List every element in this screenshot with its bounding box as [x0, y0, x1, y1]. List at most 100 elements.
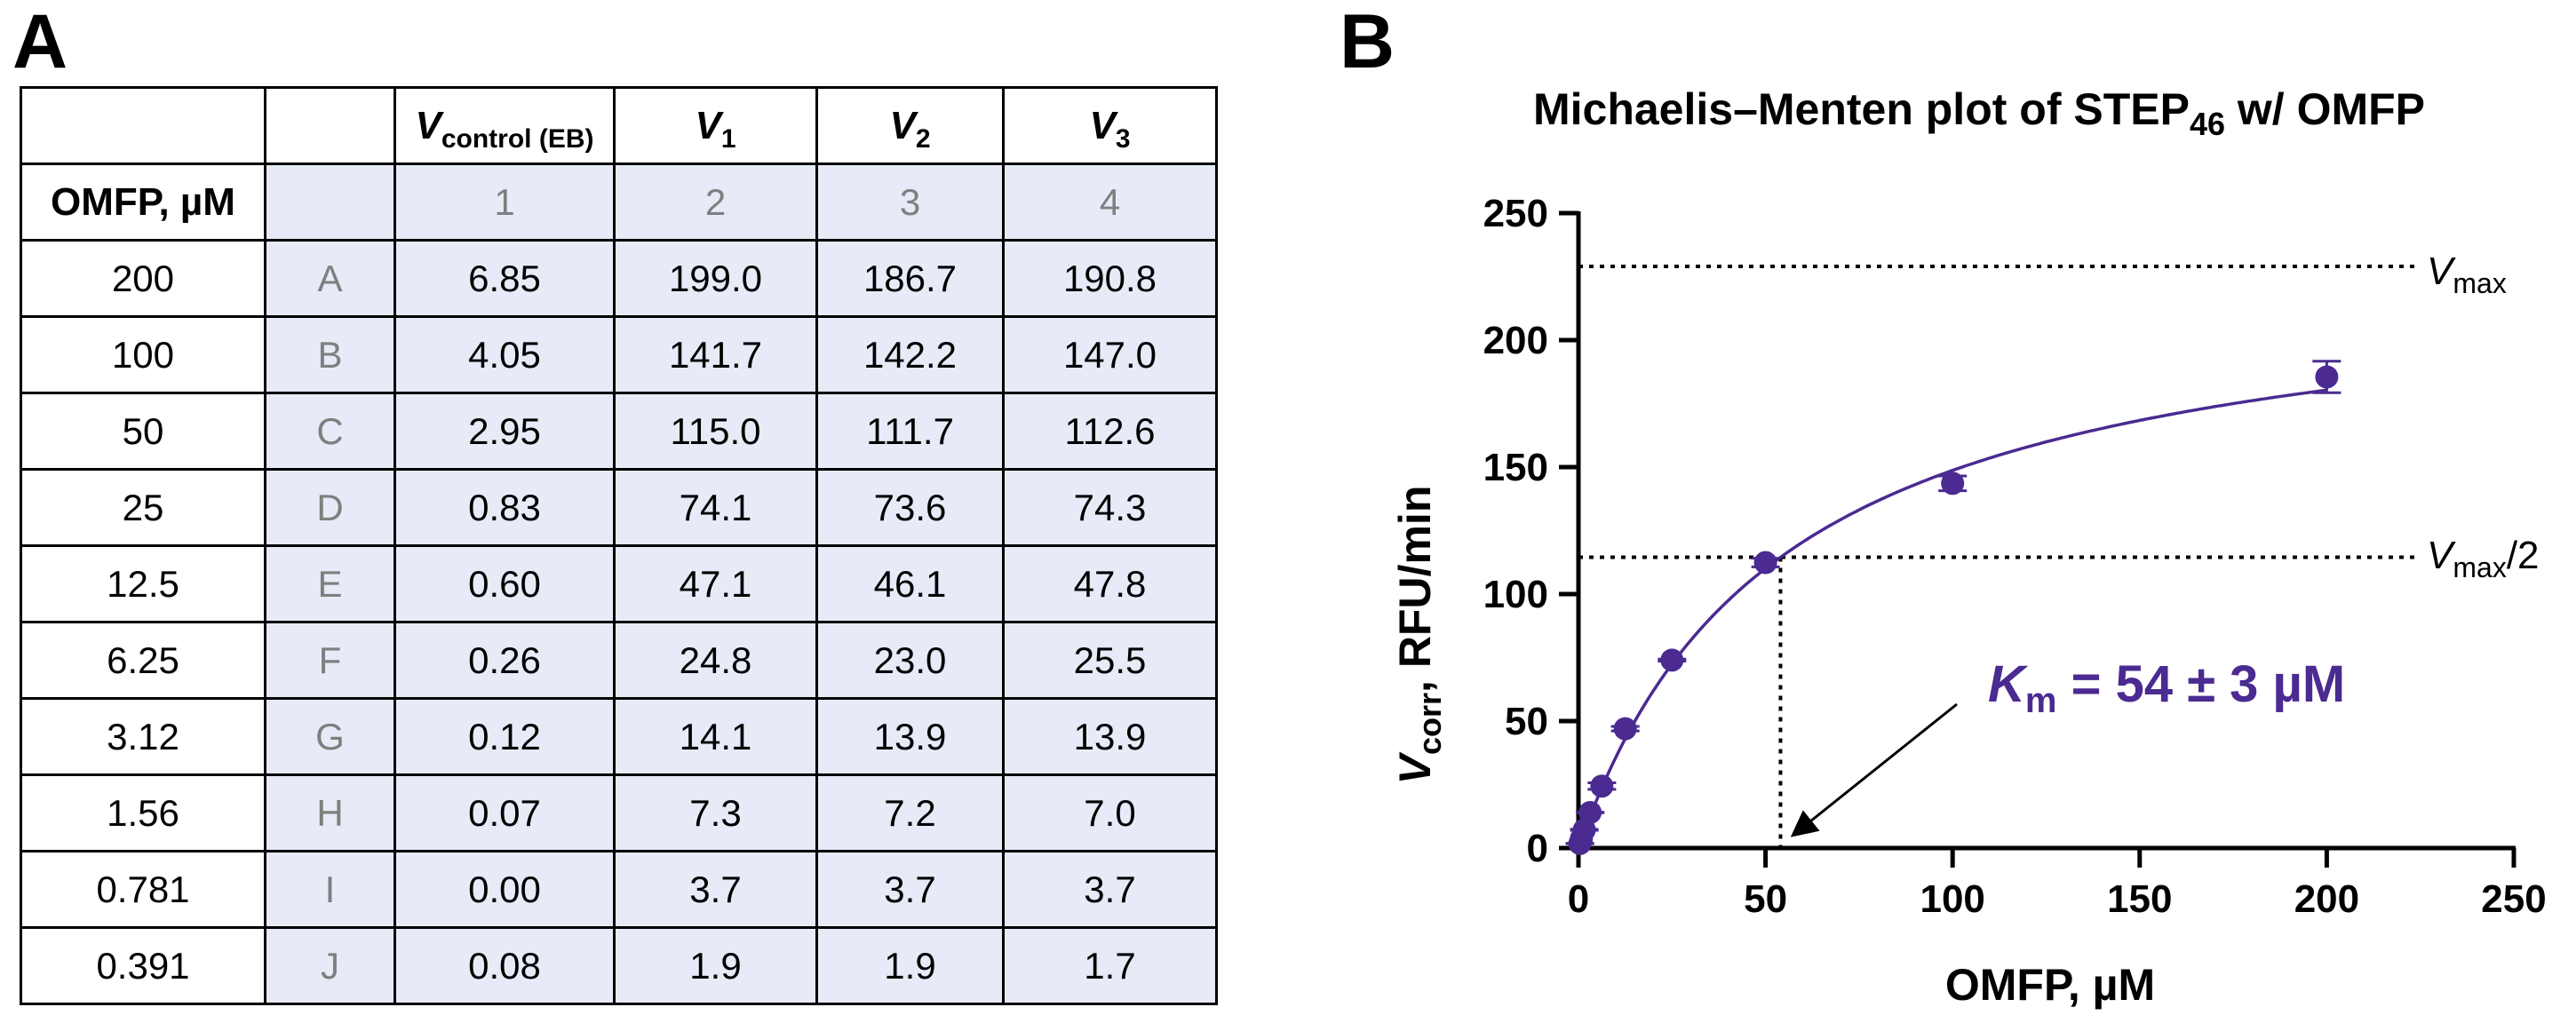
- table-row: 200 A 6.85 199.0 186.7 190.8: [20, 239, 1218, 318]
- column-number: 2: [613, 163, 818, 242]
- x-tick-label: 50: [1744, 877, 1787, 921]
- v1-value-cell: 141.7: [613, 315, 818, 394]
- column-head-control: Vcontrol (EB): [394, 86, 616, 165]
- control-value-cell: 0.00: [394, 850, 616, 929]
- header-empty-cell: [264, 86, 396, 165]
- v1-value-cell: 3.7: [613, 850, 818, 929]
- data-point: [1660, 648, 1684, 672]
- v3-value-cell: 25.5: [1002, 621, 1218, 700]
- v1-value-cell: 14.1: [613, 697, 818, 776]
- header-empty-cell: [20, 86, 266, 165]
- data-point: [1753, 551, 1777, 575]
- table-row: 3.12 G 0.12 14.1 13.9 13.9: [20, 697, 1218, 776]
- control-value-cell: 0.08: [394, 926, 616, 1005]
- concentration-cell: 3.12: [20, 697, 266, 776]
- index-empty-cell: [264, 163, 396, 242]
- km-arrow: [1790, 702, 1958, 837]
- concentration-cell: 50: [20, 392, 266, 471]
- v2-value-cell: 23.0: [815, 621, 1005, 700]
- data-point: [1941, 472, 1965, 496]
- control-value-cell: 0.12: [394, 697, 616, 776]
- control-value-cell: 0.26: [394, 621, 616, 700]
- v1-value-cell: 24.8: [613, 621, 818, 700]
- v3-value-cell: 13.9: [1002, 697, 1218, 776]
- well-letter-cell: E: [264, 544, 396, 623]
- column-head-v3: V3: [1002, 86, 1218, 165]
- concentration-cell: 100: [20, 315, 266, 394]
- panel-label-b: B: [1340, 0, 1395, 84]
- well-letter-cell: H: [264, 773, 396, 852]
- data-point: [2315, 365, 2339, 389]
- concentration-cell: 1.56: [20, 773, 266, 852]
- well-letter-cell: D: [264, 468, 396, 547]
- v3-value-cell: 112.6: [1002, 392, 1218, 471]
- v3-value-cell: 147.0: [1002, 315, 1218, 394]
- table-index-row: OMFP, µM 1 2 3 4: [20, 163, 1218, 242]
- table-row: 12.5 E 0.60 47.1 46.1 47.8: [20, 544, 1218, 623]
- concentration-header: OMFP, µM: [20, 163, 266, 242]
- x-tick-label: 0: [1568, 877, 1589, 921]
- concentration-cell: 12.5: [20, 544, 266, 623]
- well-letter-cell: I: [264, 850, 396, 929]
- data-point: [1578, 800, 1602, 824]
- table-header-row: Vcontrol (EB) V1 V2 V3: [20, 86, 1218, 165]
- concentration-cell: 0.781: [20, 850, 266, 929]
- concentration-cell: 200: [20, 239, 266, 318]
- table-row: 0.391 J 0.08 1.9 1.9 1.7: [20, 926, 1218, 1005]
- v2-value-cell: 7.2: [815, 773, 1005, 852]
- table-row: 100 B 4.05 141.7 142.2 147.0: [20, 315, 1218, 394]
- v3-value-cell: 7.0: [1002, 773, 1218, 852]
- v1-value-cell: 199.0: [613, 239, 818, 318]
- vmax-label: Vmax: [2427, 250, 2507, 299]
- control-value-cell: 2.95: [394, 392, 616, 471]
- control-value-cell: 6.85: [394, 239, 616, 318]
- chart-title: Michaelis–Menten plot of STEP46 w/ OMFP: [1533, 84, 2425, 142]
- well-letter-cell: F: [264, 621, 396, 700]
- v2-value-cell: 73.6: [815, 468, 1005, 547]
- x-axis-label: OMFP, µM: [1945, 960, 2155, 1010]
- table-row: 1.56 H 0.07 7.3 7.2 7.0: [20, 773, 1218, 852]
- x-tick-label: 100: [1920, 877, 1984, 921]
- v3-value-cell: 74.3: [1002, 468, 1218, 547]
- v2-value-cell: 3.7: [815, 850, 1005, 929]
- y-tick-label: 100: [1483, 573, 1548, 616]
- v1-value-cell: 115.0: [613, 392, 818, 471]
- column-number: 4: [1002, 163, 1218, 242]
- table-row: 50 C 2.95 115.0 111.7 112.6: [20, 392, 1218, 471]
- v2-value-cell: 142.2: [815, 315, 1005, 394]
- y-tick-label: 200: [1483, 319, 1548, 362]
- table-row: 0.781 I 0.00 3.7 3.7 3.7: [20, 850, 1218, 929]
- v2-value-cell: 111.7: [815, 392, 1005, 471]
- control-value-cell: 0.83: [394, 468, 616, 547]
- concentration-cell: 6.25: [20, 621, 266, 700]
- km-annotation: Km = 54 ± 3 µM: [1988, 655, 2345, 720]
- column-number: 3: [815, 163, 1005, 242]
- concentration-cell: 25: [20, 468, 266, 547]
- panel-label-a: A: [12, 0, 68, 84]
- v1-value-cell: 1.9: [613, 926, 818, 1005]
- v3-value-cell: 1.7: [1002, 926, 1218, 1005]
- y-tick-label: 0: [1527, 827, 1548, 870]
- v3-value-cell: 3.7: [1002, 850, 1218, 929]
- v2-value-cell: 13.9: [815, 697, 1005, 776]
- v3-value-cell: 190.8: [1002, 239, 1218, 318]
- table-row: 25 D 0.83 74.1 73.6 74.3: [20, 468, 1218, 547]
- concentration-cell: 0.391: [20, 926, 266, 1005]
- v3-value-cell: 47.8: [1002, 544, 1218, 623]
- well-letter-cell: G: [264, 697, 396, 776]
- plate-data-table: Vcontrol (EB) V1 V2 V3 OMFP, µM 1 2 3 4 …: [20, 86, 1218, 1005]
- v2-value-cell: 46.1: [815, 544, 1005, 623]
- v2-value-cell: 1.9: [815, 926, 1005, 1005]
- well-letter-cell: A: [264, 239, 396, 318]
- x-tick-label: 250: [2481, 877, 2546, 921]
- well-letter-cell: C: [264, 392, 396, 471]
- control-value-cell: 0.60: [394, 544, 616, 623]
- v1-value-cell: 7.3: [613, 773, 818, 852]
- control-value-cell: 4.05: [394, 315, 616, 394]
- x-tick-label: 150: [2107, 877, 2172, 921]
- y-axis-label: Vcorr, RFU/min: [1390, 486, 1448, 785]
- fit-curve: [1577, 388, 2327, 849]
- control-value-cell: 0.07: [394, 773, 616, 852]
- v1-value-cell: 47.1: [613, 544, 818, 623]
